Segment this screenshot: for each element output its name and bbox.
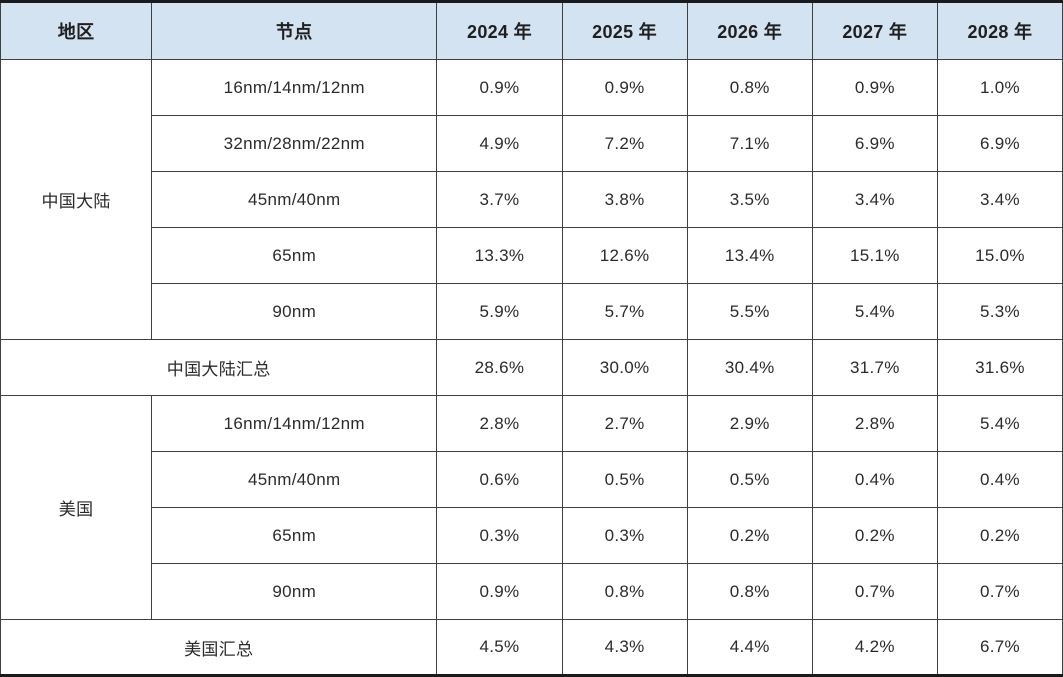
table-row: 45nm/40nm 3.7% 3.8% 3.5% 3.4% 3.4% <box>1 171 1063 228</box>
value-cell: 0.9% <box>436 563 563 620</box>
region-cell: 美国 <box>0 395 153 620</box>
value-cell: 12.6% <box>561 227 688 284</box>
value-cell: 2.7% <box>561 395 688 452</box>
value-cell: 3.8% <box>561 171 688 228</box>
value-cell: 0.3% <box>436 507 563 564</box>
value-cell: 0.9% <box>561 59 688 116</box>
value-cell: 0.9% <box>436 59 563 116</box>
value-cell: 0.6% <box>436 451 563 508</box>
column-header-6: 2028 年 <box>936 1 1063 60</box>
column-header-0: 地区 <box>0 1 153 60</box>
value-cell: 15.1% <box>811 227 938 284</box>
value-cell: 0.3% <box>561 507 688 564</box>
summary-value-cell: 4.2% <box>811 619 938 676</box>
table-row: 65nm 0.3% 0.3% 0.2% 0.2% 0.2% <box>1 507 1063 564</box>
value-cell: 2.8% <box>436 395 563 452</box>
column-header-4: 2026 年 <box>686 1 813 60</box>
column-header-5: 2027 年 <box>811 1 938 60</box>
value-cell: 0.8% <box>686 563 813 620</box>
value-cell: 0.7% <box>811 563 938 620</box>
node-cell: 45nm/40nm <box>151 451 438 508</box>
value-cell: 3.4% <box>936 171 1063 228</box>
summary-value-cell: 4.4% <box>686 619 813 676</box>
value-cell: 0.4% <box>936 451 1063 508</box>
node-cell: 90nm <box>151 283 438 340</box>
header-row: 地区 节点 2024 年 2025 年 2026 年 2027 年 2028 年 <box>0 1 1063 60</box>
value-cell: 0.9% <box>811 59 938 116</box>
value-cell: 0.5% <box>686 451 813 508</box>
node-cell: 65nm <box>151 507 438 564</box>
table-row: 65nm 13.3% 12.6% 13.4% 15.1% 15.0% <box>1 227 1063 284</box>
node-cell: 90nm <box>151 563 438 620</box>
column-header-3: 2025 年 <box>561 1 688 60</box>
value-cell: 0.2% <box>686 507 813 564</box>
table-row: 90nm 5.9% 5.7% 5.5% 5.4% 5.3% <box>1 283 1063 340</box>
value-cell: 0.5% <box>561 451 688 508</box>
summary-value-cell: 4.5% <box>436 619 563 676</box>
value-cell: 0.4% <box>811 451 938 508</box>
region-cell: 中国大陆 <box>0 59 153 340</box>
value-cell: 1.0% <box>936 59 1063 116</box>
value-cell: 15.0% <box>936 227 1063 284</box>
node-cell: 32nm/28nm/22nm <box>151 115 438 172</box>
summary-row: 美国汇总 4.5% 4.3% 4.4% 4.2% 6.7% <box>0 619 1063 676</box>
table-body: 中国大陆 16nm/14nm/12nm 0.9% 0.9% 0.8% 0.9% 1.0% 32… <box>0 59 1063 676</box>
table-row: 美国 16nm/14nm/12nm 2.8% 2.7% 2.9% 2.8% 5.4% <box>0 395 1063 620</box>
value-cell: 4.9% <box>436 115 563 172</box>
summary-row: 中国大陆汇总 28.6% 30.0% 30.4% 31.7% 31.6% <box>0 339 1063 396</box>
node-cell: 16nm/14nm/12nm <box>151 59 438 116</box>
value-cell: 5.4% <box>936 395 1063 452</box>
summary-value-cell: 30.4% <box>686 339 813 396</box>
table-row: 中国大陆 16nm/14nm/12nm 0.9% 0.9% 0.8% 0.9% 1.0% <box>0 59 1063 340</box>
value-cell: 0.2% <box>936 507 1063 564</box>
summary-value-cell: 31.6% <box>936 339 1063 396</box>
value-cell: 0.8% <box>686 59 813 116</box>
value-cell: 7.2% <box>561 115 688 172</box>
value-cell: 5.7% <box>561 283 688 340</box>
summary-value-cell: 4.3% <box>561 619 688 676</box>
summary-value-cell: 28.6% <box>436 339 563 396</box>
value-cell: 5.4% <box>811 283 938 340</box>
value-cell: 0.8% <box>561 563 688 620</box>
node-cell: 16nm/14nm/12nm <box>151 395 438 452</box>
summary-value-cell: 31.7% <box>811 339 938 396</box>
value-cell: 2.9% <box>686 395 813 452</box>
value-cell: 3.5% <box>686 171 813 228</box>
value-cell: 3.7% <box>436 171 563 228</box>
summary-value-cell: 30.0% <box>561 339 688 396</box>
table-row: 32nm/28nm/22nm 4.9% 7.2% 7.1% 6.9% 6.9% <box>1 115 1063 172</box>
table-row: 45nm/40nm 0.6% 0.5% 0.5% 0.4% 0.4% <box>1 451 1063 508</box>
value-cell: 2.8% <box>811 395 938 452</box>
summary-value-cell: 6.7% <box>936 619 1063 676</box>
value-cell: 13.4% <box>686 227 813 284</box>
value-cell: 3.4% <box>811 171 938 228</box>
column-header-2: 2024 年 <box>436 1 563 60</box>
value-cell: 5.3% <box>936 283 1063 340</box>
value-cell: 6.9% <box>811 115 938 172</box>
value-cell: 5.5% <box>686 283 813 340</box>
summary-label-cell: 美国汇总 <box>0 619 438 676</box>
table-row: 90nm 0.9% 0.8% 0.8% 0.7% 0.7% <box>1 563 1063 620</box>
summary-label-cell: 中国大陆汇总 <box>0 339 438 396</box>
node-cell: 45nm/40nm <box>151 171 438 228</box>
value-cell: 0.7% <box>936 563 1063 620</box>
node-cell: 65nm <box>151 227 438 284</box>
value-cell: 7.1% <box>686 115 813 172</box>
table-header: 地区 节点 2024 年 2025 年 2026 年 2027 年 2028 年 <box>0 1 1063 60</box>
value-cell: 13.3% <box>436 227 563 284</box>
value-cell: 5.9% <box>436 283 563 340</box>
column-header-1: 节点 <box>151 1 438 60</box>
value-cell: 6.9% <box>936 115 1063 172</box>
value-cell: 0.2% <box>811 507 938 564</box>
